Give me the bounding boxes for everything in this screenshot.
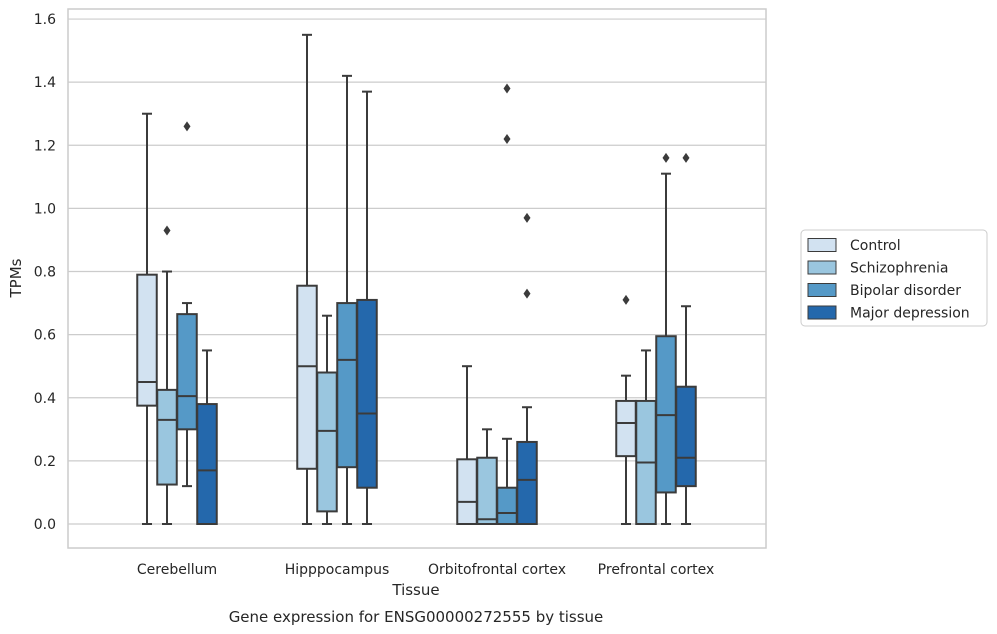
box-body xyxy=(336,302,358,469)
box-body xyxy=(196,403,218,525)
box-3-3 xyxy=(496,83,518,525)
box-1-2 xyxy=(296,33,318,525)
box-body xyxy=(176,313,198,431)
x-tick-label: Orbitofrontal cortex xyxy=(428,562,566,578)
outlier-point xyxy=(503,83,511,94)
box-2-3 xyxy=(476,428,498,525)
legend-swatch xyxy=(807,238,837,252)
box-body xyxy=(496,486,518,525)
outlier-point xyxy=(662,152,670,163)
y-tick-label: 0.4 xyxy=(34,391,56,407)
box-4-2 xyxy=(356,90,378,525)
legend-label: Major depression xyxy=(850,306,970,322)
legend-label: Control xyxy=(850,238,901,254)
y-axis-label: TPMs xyxy=(7,258,25,298)
outlier-point xyxy=(183,121,191,132)
outlier-point xyxy=(682,152,690,163)
box-body xyxy=(476,456,498,525)
box-4-1 xyxy=(196,349,218,525)
box-body xyxy=(356,298,378,489)
box-3-2 xyxy=(336,74,358,525)
box-body xyxy=(296,284,318,470)
legend-swatch xyxy=(807,260,837,275)
legend-box xyxy=(800,229,988,327)
y-tick-label: 1.6 xyxy=(34,12,56,28)
legend: Control Schizophrenia Bipolar disorder Majo… xyxy=(800,229,988,327)
box-body xyxy=(316,371,338,513)
box-4-4 xyxy=(675,152,697,525)
y-tick-label: 1.2 xyxy=(34,138,56,154)
y-tick-labels: 0.0 0.2 0.4 0.6 0.8 1.0 1.2 1.4 1.6 xyxy=(34,12,56,533)
box-body xyxy=(675,385,697,488)
box-body xyxy=(615,399,637,458)
boxplot-series xyxy=(136,33,697,525)
outlier-point xyxy=(503,133,511,144)
plot-frame xyxy=(67,8,767,549)
x-tick-label: Hipppocampus xyxy=(285,562,390,578)
legend-label: Schizophrenia xyxy=(850,261,948,277)
y-tick-label: 1.4 xyxy=(34,75,56,91)
x-tick-label: Cerebellum xyxy=(137,562,217,578)
y-tick-label: 0.2 xyxy=(34,454,56,470)
outlier-point xyxy=(163,225,171,236)
y-tick-label: 0.6 xyxy=(34,328,56,344)
box-1-4 xyxy=(615,294,637,525)
box-body xyxy=(136,273,158,407)
outlier-point xyxy=(523,212,531,223)
box-body xyxy=(516,440,538,525)
x-tick-label: Prefrontal cortex xyxy=(598,562,715,578)
box-1-1 xyxy=(136,112,158,525)
box-body xyxy=(456,458,478,525)
box-2-1 xyxy=(156,225,178,525)
legend-swatch xyxy=(807,305,837,320)
y-tick-label: 0.8 xyxy=(34,265,56,281)
x-axis-label: Tissue xyxy=(391,581,439,599)
figure-caption: Gene expression for ENSG00000272555 by t… xyxy=(229,608,604,626)
box-2-2 xyxy=(316,314,338,525)
legend-label: Bipolar disorder xyxy=(850,283,961,299)
outlier-point xyxy=(523,288,531,299)
box-1-3 xyxy=(456,365,478,525)
y-tick-label: 0.0 xyxy=(34,517,56,533)
y-tick-label: 1.0 xyxy=(34,201,56,217)
legend-swatch xyxy=(807,283,837,297)
x-tick-labels: Cerebellum Hipppocampus Orbitofrontal cort… xyxy=(137,562,714,578)
outlier-point xyxy=(622,294,630,305)
box-3-1 xyxy=(176,121,198,488)
box-2-4 xyxy=(635,349,657,525)
box-body xyxy=(156,388,178,486)
box-4-3 xyxy=(516,212,538,525)
